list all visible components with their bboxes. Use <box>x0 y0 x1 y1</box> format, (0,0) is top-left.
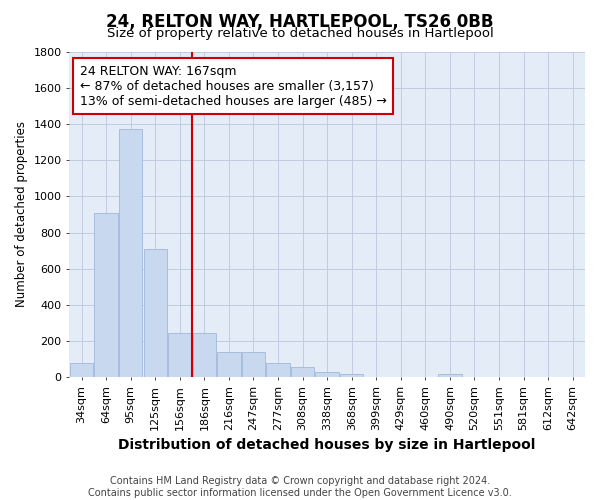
Text: 24 RELTON WAY: 167sqm
← 87% of detached houses are smaller (3,157)
13% of semi-d: 24 RELTON WAY: 167sqm ← 87% of detached … <box>80 64 386 108</box>
Y-axis label: Number of detached properties: Number of detached properties <box>15 122 28 308</box>
Bar <box>119 130 142 378</box>
Bar <box>143 249 167 378</box>
Bar <box>70 363 93 378</box>
Bar <box>316 372 339 378</box>
Bar <box>291 368 314 378</box>
Bar <box>242 352 265 378</box>
Bar <box>168 333 191 378</box>
Bar <box>94 212 118 378</box>
Bar <box>193 333 216 378</box>
Text: 24, RELTON WAY, HARTLEPOOL, TS26 0BB: 24, RELTON WAY, HARTLEPOOL, TS26 0BB <box>106 12 494 30</box>
Text: Size of property relative to detached houses in Hartlepool: Size of property relative to detached ho… <box>107 28 493 40</box>
X-axis label: Distribution of detached houses by size in Hartlepool: Distribution of detached houses by size … <box>118 438 536 452</box>
Bar <box>340 374 364 378</box>
Bar <box>266 363 290 378</box>
Text: Contains HM Land Registry data © Crown copyright and database right 2024.
Contai: Contains HM Land Registry data © Crown c… <box>88 476 512 498</box>
Bar <box>438 374 461 378</box>
Bar <box>217 352 241 378</box>
